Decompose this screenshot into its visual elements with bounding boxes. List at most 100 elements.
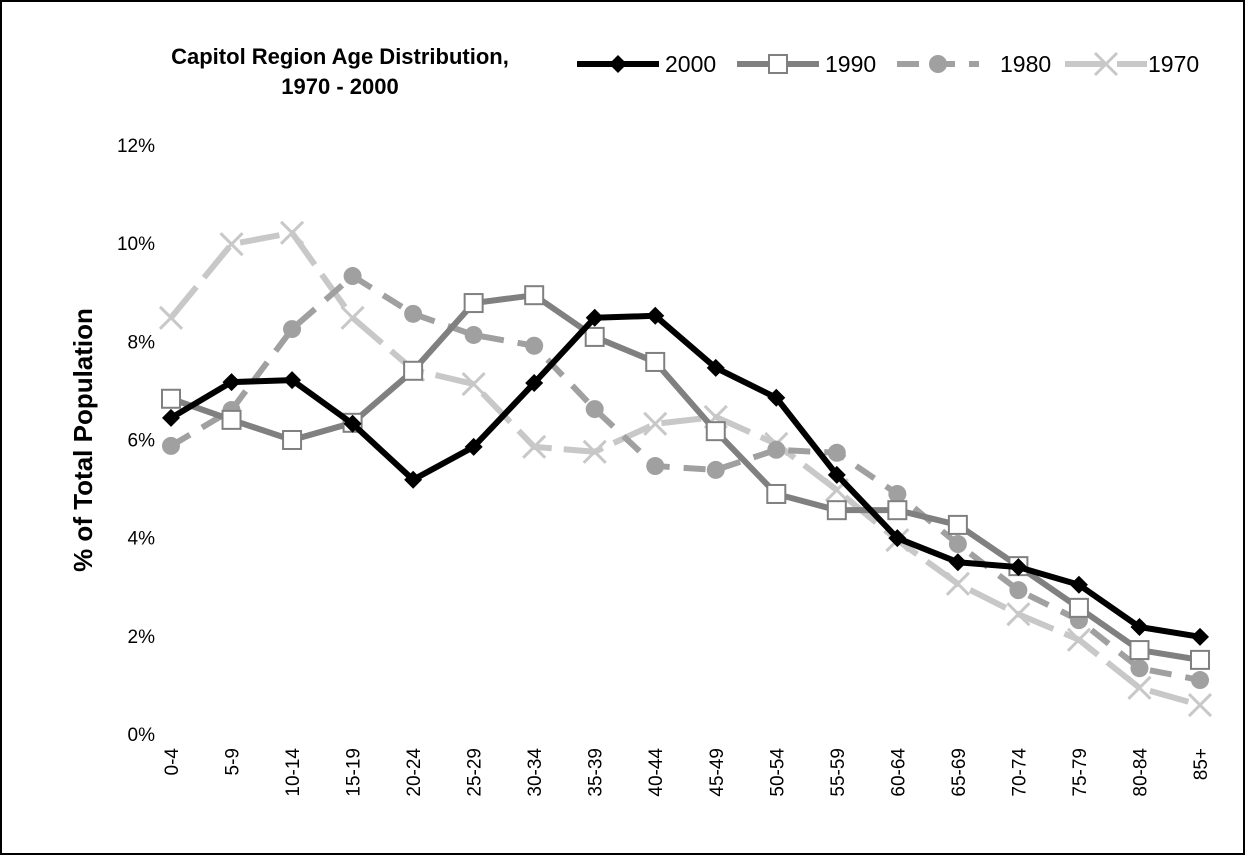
data-point	[221, 409, 242, 430]
data-point	[464, 325, 483, 344]
x-tick-label: 80-84	[1130, 748, 1151, 797]
series-line	[168, 229, 1201, 708]
y-tick-label: 8%	[128, 332, 156, 353]
x-tick-label: 30-34	[525, 748, 546, 797]
data-point	[219, 232, 244, 257]
data-point	[404, 304, 423, 323]
data-point	[1187, 692, 1213, 718]
data-point	[340, 305, 365, 330]
chart-title: 1970 - 2000	[281, 74, 398, 99]
data-point	[646, 457, 665, 476]
y-tick-label: 12%	[117, 136, 155, 157]
x-tick-label: 60-64	[888, 748, 909, 797]
data-point	[158, 305, 184, 330]
data-point	[1191, 671, 1209, 690]
legend-marker	[609, 55, 627, 73]
data-point	[1130, 617, 1149, 636]
data-point	[161, 388, 181, 409]
data-point	[1009, 558, 1028, 577]
data-point	[766, 483, 787, 504]
data-point	[948, 535, 967, 554]
data-point	[706, 460, 725, 479]
data-point	[463, 293, 484, 314]
data-point	[584, 326, 605, 347]
x-tick-label: 70-74	[1009, 748, 1030, 797]
x-tick-label: 85+	[1191, 748, 1212, 780]
data-point	[827, 443, 846, 462]
legend-label: 2000	[665, 51, 716, 77]
legend-marker	[768, 54, 788, 74]
series-line	[169, 273, 1201, 683]
data-point	[767, 388, 786, 407]
y-tick-label: 2%	[128, 627, 156, 648]
data-point	[282, 429, 303, 450]
x-tick-label: 65-69	[949, 748, 970, 797]
y-tick-label: 0%	[128, 725, 156, 746]
data-point	[706, 358, 725, 377]
x-tick-label: 35-39	[586, 748, 607, 797]
series-line	[169, 312, 1201, 640]
legend-label: 1990	[825, 51, 876, 77]
data-point	[222, 373, 241, 392]
data-point	[461, 371, 486, 397]
data-point	[525, 374, 544, 393]
y-axis-label: % of Total Population	[68, 308, 98, 572]
data-point	[1191, 627, 1209, 646]
data-point	[585, 308, 604, 327]
x-tick-label: 55-59	[828, 748, 849, 797]
x-tick-label: 25-29	[465, 748, 486, 797]
data-point	[1066, 627, 1092, 652]
x-tick-label: 5-9	[223, 748, 244, 775]
data-point	[947, 514, 968, 535]
data-point	[1069, 575, 1088, 594]
chart-title: Capitol Region Age Distribution,	[171, 44, 509, 69]
legend-label: 1970	[1148, 51, 1199, 77]
data-point	[888, 529, 907, 548]
x-tick-label: 40-44	[646, 748, 667, 797]
data-point	[888, 484, 907, 503]
data-point	[945, 571, 970, 596]
y-tick-label: 4%	[128, 529, 156, 550]
x-tick-label: 10-14	[283, 748, 304, 797]
data-point	[525, 336, 544, 355]
x-tick-label: 15-19	[344, 748, 365, 797]
data-point	[343, 414, 362, 433]
data-point	[1130, 659, 1149, 678]
data-point	[1129, 640, 1150, 661]
data-point	[1190, 649, 1210, 670]
data-point	[1009, 581, 1028, 600]
data-point	[404, 470, 423, 489]
legend-label: 1980	[1000, 51, 1051, 77]
x-tick-label: 75-79	[1070, 748, 1091, 797]
legend-marker	[929, 55, 947, 73]
data-point	[948, 553, 967, 572]
data-point	[1127, 675, 1152, 700]
x-tick-label: 20-24	[404, 748, 425, 797]
data-point	[343, 267, 362, 286]
data-point	[645, 351, 666, 372]
y-tick-label: 10%	[117, 234, 155, 255]
data-point	[279, 220, 305, 245]
data-point	[705, 421, 726, 442]
data-point	[283, 320, 302, 339]
data-point	[403, 360, 424, 381]
data-point	[464, 437, 483, 456]
data-point	[582, 439, 607, 464]
data-point	[162, 436, 180, 455]
data-point	[767, 440, 786, 459]
data-point	[887, 500, 908, 521]
data-point	[826, 500, 847, 521]
data-point	[827, 465, 846, 484]
data-point	[1068, 597, 1089, 618]
legend-marker	[1093, 51, 1119, 77]
data-point	[283, 371, 302, 390]
data-point	[1006, 602, 1031, 627]
data-point	[524, 285, 545, 306]
data-point	[646, 306, 665, 325]
x-tick-label: 45-49	[707, 748, 728, 797]
data-point	[643, 411, 668, 436]
data-point	[522, 434, 547, 459]
x-tick-label: 50-54	[767, 748, 788, 797]
